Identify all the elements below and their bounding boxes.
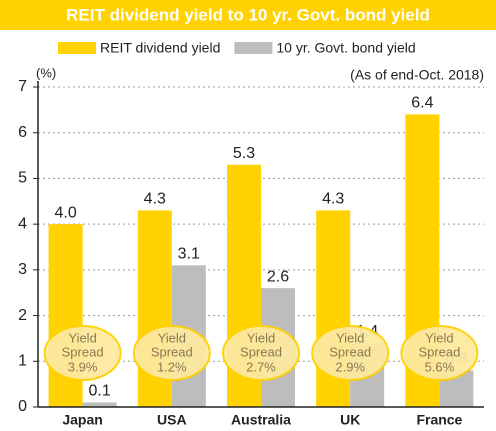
y-tick-label: 2	[18, 307, 27, 324]
spread-label: 3.9%	[68, 359, 98, 374]
title-banner	[0, 0, 496, 30]
y-tick-label: 7	[18, 78, 27, 95]
spread-title: Spread	[329, 344, 371, 359]
spread-title: Spread	[418, 344, 460, 359]
value-label: 6.4	[411, 95, 433, 112]
spread-label: 2.9%	[335, 359, 365, 374]
legend-swatch	[58, 42, 96, 54]
spread-bubble	[311, 325, 390, 381]
value-label: 3.1	[178, 246, 200, 263]
y-tick-label: 3	[18, 261, 27, 278]
legend-swatch	[234, 42, 273, 54]
y-tick-label: 4	[18, 215, 27, 232]
spread-label: 2.7%	[246, 359, 276, 374]
x-tick-label: France	[416, 412, 462, 428]
spread-label: 5.6%	[425, 359, 455, 374]
value-label: 4.3	[322, 191, 344, 208]
value-label: 4.3	[144, 191, 166, 208]
x-tick-label: Japan	[62, 412, 102, 428]
spread-bubble	[222, 325, 300, 381]
chart-title: REIT dividend yield to 10 yr. Govt. bond…	[66, 5, 430, 24]
spread-title: Yield	[336, 330, 364, 345]
bar	[82, 402, 117, 407]
spread-title: Yield	[247, 330, 275, 345]
x-tick-label: UK	[340, 412, 360, 428]
value-label: 2.6	[267, 268, 289, 285]
y-tick-label: 6	[18, 124, 27, 141]
legend-label: REIT dividend yield	[100, 40, 220, 56]
spread-title: Spread	[151, 344, 193, 359]
spread-title: Yield	[68, 330, 96, 345]
x-tick-label: USA	[157, 412, 187, 428]
y-tick-label: 0	[18, 398, 27, 415]
spread-title: Yield	[158, 330, 186, 345]
y-axis-label: (%)	[36, 65, 56, 80]
x-tick-label: Australia	[231, 412, 291, 428]
spread-title: Spread	[240, 344, 282, 359]
spread-bubble	[132, 325, 211, 381]
spread-bubble	[43, 325, 122, 381]
y-tick-label: 1	[18, 353, 27, 370]
value-label: 0.1	[88, 383, 110, 400]
spread-title: Spread	[62, 344, 104, 359]
y-tick-label: 5	[18, 170, 27, 187]
legend-label: 10 yr. Govt. bond yield	[276, 40, 415, 56]
value-label: 4.0	[54, 204, 76, 221]
spread-label: 1.2%	[157, 359, 187, 374]
note: (As of end-Oct. 2018)	[350, 67, 484, 83]
value-label: 5.3	[233, 145, 255, 162]
spread-bubble	[400, 325, 479, 381]
spread-title: Yield	[425, 330, 453, 345]
